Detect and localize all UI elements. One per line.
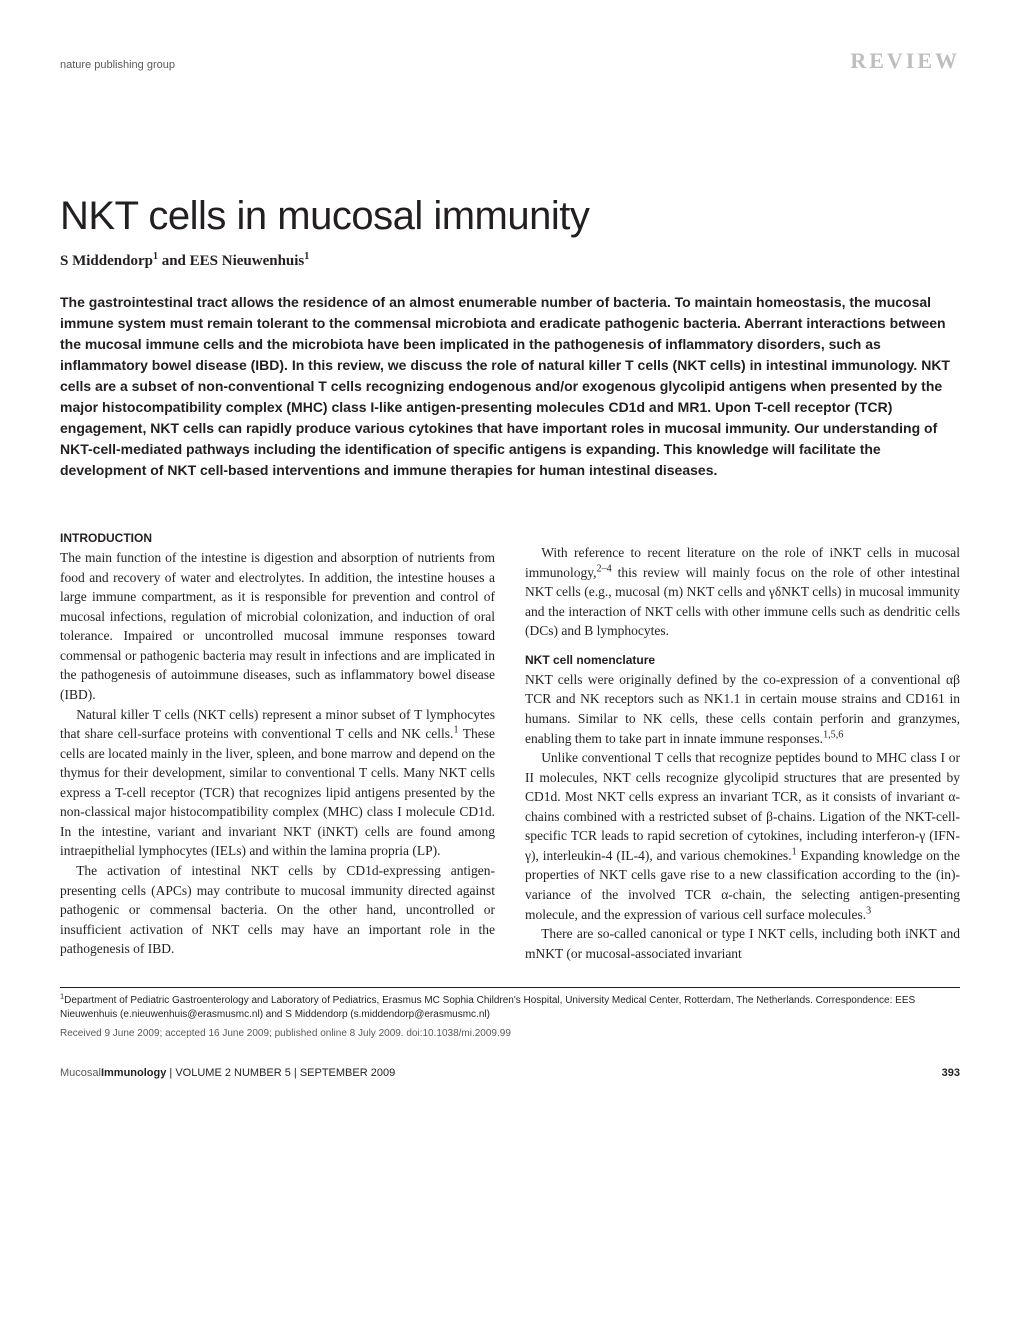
intro-heading: INTRODUCTION — [60, 531, 495, 545]
body-columns: INTRODUCTION The main function of the in… — [60, 531, 960, 963]
affiliation: 1Department of Pediatric Gastroenterolog… — [60, 994, 960, 1022]
page-header: nature publishing group REVIEW — [60, 48, 960, 74]
journal-name-part2: Immunology — [101, 1067, 166, 1079]
body-paragraph: Unlike conventional T cells that recogni… — [525, 748, 960, 924]
right-column: With reference to recent literature on t… — [525, 531, 960, 963]
body-paragraph: There are so-called canonical or type I … — [525, 924, 960, 963]
received-dates: Received 9 June 2009; accepted 16 June 2… — [60, 1028, 960, 1039]
journal-name-part1: Mucosal — [60, 1067, 101, 1079]
subsection-heading: NKT cell nomenclature — [525, 653, 960, 667]
page-footer: MucosalImmunology | VOLUME 2 NUMBER 5 | … — [60, 1067, 960, 1079]
journal-citation: MucosalImmunology | VOLUME 2 NUMBER 5 | … — [60, 1067, 395, 1079]
article-title: NKT cells in mucosal immunity — [60, 194, 960, 239]
publishing-group: nature publishing group — [60, 59, 175, 71]
body-paragraph: With reference to recent literature on t… — [525, 543, 960, 641]
page-number: 393 — [942, 1067, 960, 1079]
issue-info: | VOLUME 2 NUMBER 5 | SEPTEMBER 2009 — [166, 1067, 395, 1079]
body-paragraph: NKT cells were originally defined by the… — [525, 670, 960, 748]
body-paragraph: The main function of the intestine is di… — [60, 548, 495, 705]
footnote-rule — [60, 987, 960, 988]
left-column: INTRODUCTION The main function of the in… — [60, 531, 495, 963]
section-label: REVIEW — [850, 48, 960, 74]
authors: S Middendorp1 and EES Nieuwenhuis1 — [60, 253, 960, 270]
abstract: The gastrointestinal tract allows the re… — [60, 292, 960, 481]
body-paragraph: The activation of intestinal NKT cells b… — [60, 861, 495, 959]
body-paragraph: Natural killer T cells (NKT cells) repre… — [60, 705, 495, 862]
